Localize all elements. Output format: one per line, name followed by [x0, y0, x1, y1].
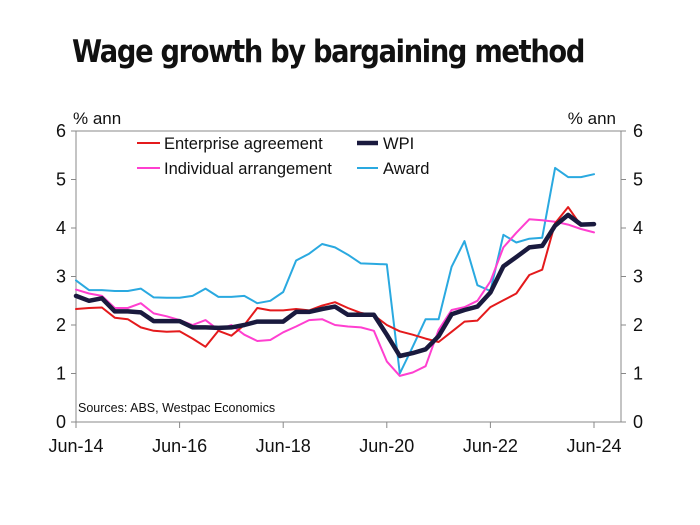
x-axis: Jun-14 Jun-16 Jun-18 Jun-20 Jun-22 Jun-24: [48, 422, 622, 456]
y-tick-label-left: 1: [56, 364, 66, 384]
y-tick-label-left: 2: [56, 315, 66, 335]
plot-area-frame: [75, 130, 622, 423]
chart-title: Wage growth by bargaining method: [72, 34, 585, 70]
legend-label: Award: [383, 160, 429, 178]
x-tick-label: Jun-18: [256, 436, 311, 456]
x-tick-label: Jun-20: [359, 436, 414, 456]
y-tick-label-right: 4: [633, 218, 643, 238]
y-tick-label-right: 0: [633, 412, 643, 432]
y-tick-label-right: 5: [633, 170, 643, 190]
series-line-wpi: [73, 212, 597, 359]
series-lines: [73, 166, 597, 377]
x-tick-label: Jun-16: [152, 436, 207, 456]
y-tick-label-right: 2: [633, 315, 643, 335]
legend-label: Enterprise agreement: [164, 135, 323, 153]
y-tick-label-left: 0: [56, 412, 66, 432]
x-tick-label: Jun-24: [566, 436, 621, 456]
y-axis-left: 0 1 2 3 4 5 6: [56, 121, 76, 432]
y-tick-label-left: 5: [56, 170, 66, 190]
legend-label: Individual arrangement: [164, 160, 332, 178]
y-unit-right: % ann: [568, 109, 616, 128]
y-tick-label-right: 6: [633, 121, 643, 141]
y-tick-label-left: 6: [56, 121, 66, 141]
y-unit-left: % ann: [73, 109, 121, 128]
y-axis-right: 0 1 2 3 4 5 6: [621, 121, 643, 432]
y-tick-label-left: 3: [56, 267, 66, 287]
series-line-individual-arrangement: [75, 218, 595, 377]
x-tick-label: Jun-22: [463, 436, 518, 456]
source-note: Sources: ABS, Westpac Economics: [78, 401, 275, 415]
series-line-enterprise-agreement: [75, 206, 595, 348]
y-tick-label-left: 4: [56, 218, 66, 238]
x-tick-label: Jun-14: [48, 436, 103, 456]
legend-label: WPI: [383, 135, 414, 153]
y-tick-label-right: 1: [633, 364, 643, 384]
y-tick-label-right: 3: [633, 267, 643, 287]
legend: Enterprise agreement WPI Individual arrang…: [137, 135, 429, 178]
series-line-award: [75, 166, 595, 375]
